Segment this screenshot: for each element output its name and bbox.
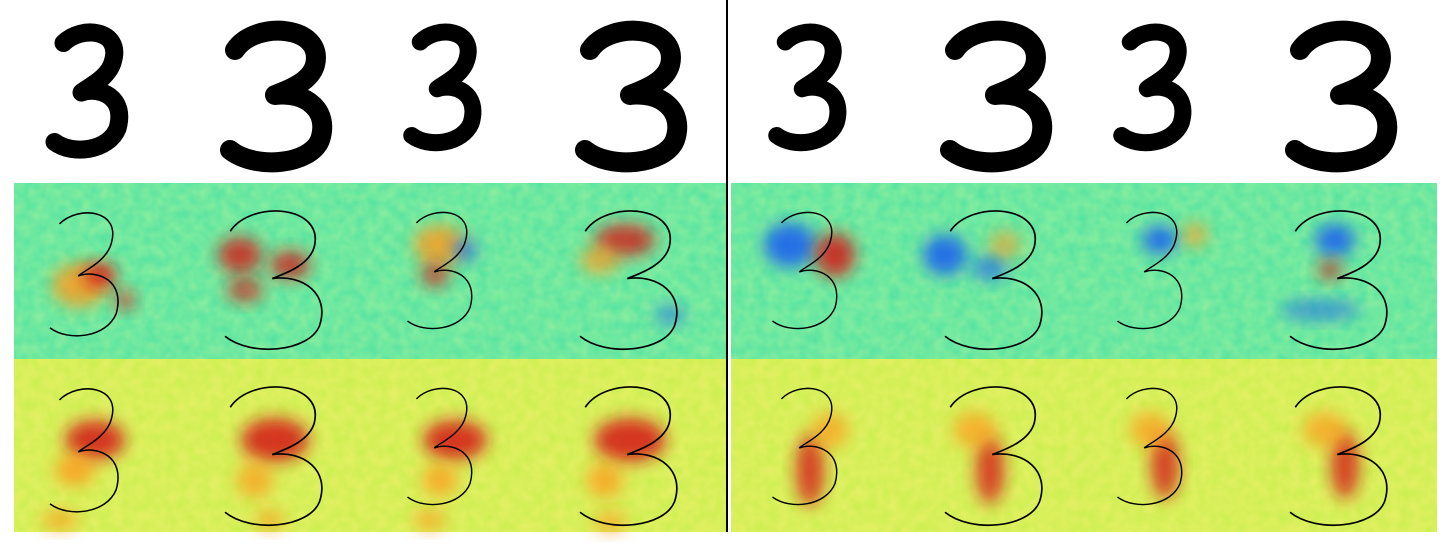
relevance-blob — [414, 510, 446, 530]
relevance-blob — [1280, 300, 1360, 320]
relevance-blob — [587, 462, 623, 498]
relevance-blob — [115, 290, 135, 310]
relevance-blob — [580, 246, 620, 274]
relevance-blob — [256, 510, 284, 530]
relevance-blob — [55, 454, 95, 486]
relevance-blob — [594, 418, 666, 462]
relevance-map-row-b — [14, 359, 1437, 532]
relevance-blob — [421, 263, 449, 287]
relevance-blob — [989, 231, 1021, 259]
relevance-blob — [237, 462, 273, 498]
relevance-blob — [953, 412, 997, 448]
relevance-blob — [1130, 412, 1170, 448]
relevance-blob — [218, 237, 262, 273]
relevance-blob — [241, 418, 309, 462]
relevance-blob — [423, 420, 487, 460]
relevance-blob — [422, 464, 458, 496]
relevance-blob — [972, 256, 1008, 280]
relevance-blob — [594, 512, 626, 532]
relevance-blob — [764, 223, 816, 267]
relevance-blob — [1151, 431, 1179, 499]
relevance-blob — [815, 233, 855, 277]
relevance-blob — [1318, 260, 1342, 280]
relevance-blob — [1183, 223, 1207, 247]
relevance-blob — [453, 238, 477, 262]
heatmap-noise — [14, 183, 727, 359]
relevance-blob — [1142, 226, 1178, 254]
relevance-blob — [1315, 224, 1355, 256]
relevance-map-row-a — [14, 183, 1437, 359]
relevance-blob — [42, 510, 78, 530]
relevance-blob — [1303, 412, 1347, 448]
relevance-blob — [796, 434, 824, 506]
relevance-blob — [812, 412, 848, 448]
relevance-blob — [656, 305, 684, 325]
relevance-blob — [270, 251, 310, 279]
relevance-blob — [923, 235, 967, 275]
relevance-blob — [414, 225, 466, 265]
relevance-blob — [227, 278, 263, 302]
